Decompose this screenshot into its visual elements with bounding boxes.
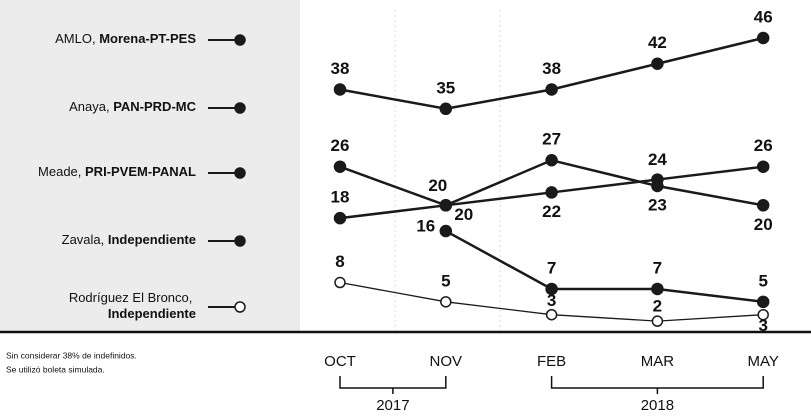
legend-panel (0, 0, 300, 332)
point (333, 160, 347, 173)
point (756, 199, 770, 212)
x-tick-label: FEB (537, 353, 566, 370)
data-label: 46 (754, 7, 773, 26)
point (545, 186, 558, 199)
data-label: 23 (648, 195, 667, 214)
point (333, 211, 347, 225)
point (651, 315, 664, 327)
data-label: 38 (331, 59, 350, 78)
legend-marker (234, 34, 246, 46)
point (756, 31, 770, 45)
data-label: 18 (331, 188, 350, 207)
data-label: 3 (547, 291, 556, 310)
point (756, 295, 770, 309)
point (756, 160, 770, 173)
data-label: 22 (542, 202, 561, 221)
point (440, 296, 452, 308)
data-label: 2 (653, 297, 662, 316)
year-label: 2017 (376, 397, 409, 414)
data-label: 7 (653, 258, 662, 277)
data-label: 5 (758, 271, 767, 290)
point (439, 224, 453, 238)
data-label: 42 (648, 33, 667, 52)
year-bracket (550, 376, 764, 389)
data-label: 20 (454, 205, 473, 224)
x-tick-label: OCT (324, 353, 356, 370)
data-label: 26 (754, 136, 773, 155)
legend-label: AMLO, Morena-PT-PES (55, 31, 196, 46)
note: Se utilizó boleta simulada. (6, 364, 105, 374)
data-label: 38 (542, 59, 561, 78)
legend-marker (234, 301, 246, 313)
data-label: 7 (547, 258, 556, 277)
x-tick-label: NOV (430, 353, 463, 370)
point (545, 282, 558, 296)
year-bracket (339, 376, 447, 389)
point (333, 83, 347, 96)
legend-label: Zavala, Independiente (62, 232, 196, 247)
legend-marker (234, 102, 246, 114)
point (439, 102, 453, 116)
data-label: 3 (758, 316, 767, 335)
data-label: 35 (436, 78, 455, 97)
year-label: 2018 (641, 397, 674, 414)
series-line (445, 229, 764, 304)
legend-label: Anaya, PAN-PRD-MC (69, 99, 197, 114)
point (545, 308, 558, 321)
data-label: 5 (441, 271, 450, 290)
x-tick-label: MAY (747, 353, 778, 370)
point (651, 282, 664, 296)
legend-label: Meade, PRI-PVEM-PANAL (38, 164, 196, 179)
point (545, 83, 558, 96)
legend-marker (234, 167, 246, 179)
legend-label: Rodríguez El Bronco, Independiente (69, 290, 196, 321)
x-tick-label: MAR (641, 353, 675, 370)
data-label: 16 (416, 217, 435, 236)
data-label: 27 (542, 130, 561, 149)
data-label: 20 (428, 176, 447, 195)
note: Sin considerar 38% de indefinidos. (6, 350, 137, 360)
point (439, 199, 453, 212)
point (651, 173, 664, 186)
data-label: 24 (648, 150, 667, 169)
point (651, 57, 664, 70)
data-label: 8 (335, 252, 344, 271)
point (545, 154, 558, 167)
data-label: 26 (331, 136, 350, 155)
legend-marker (234, 235, 246, 247)
data-label: 20 (754, 215, 773, 234)
point (334, 276, 346, 289)
point (757, 308, 769, 321)
